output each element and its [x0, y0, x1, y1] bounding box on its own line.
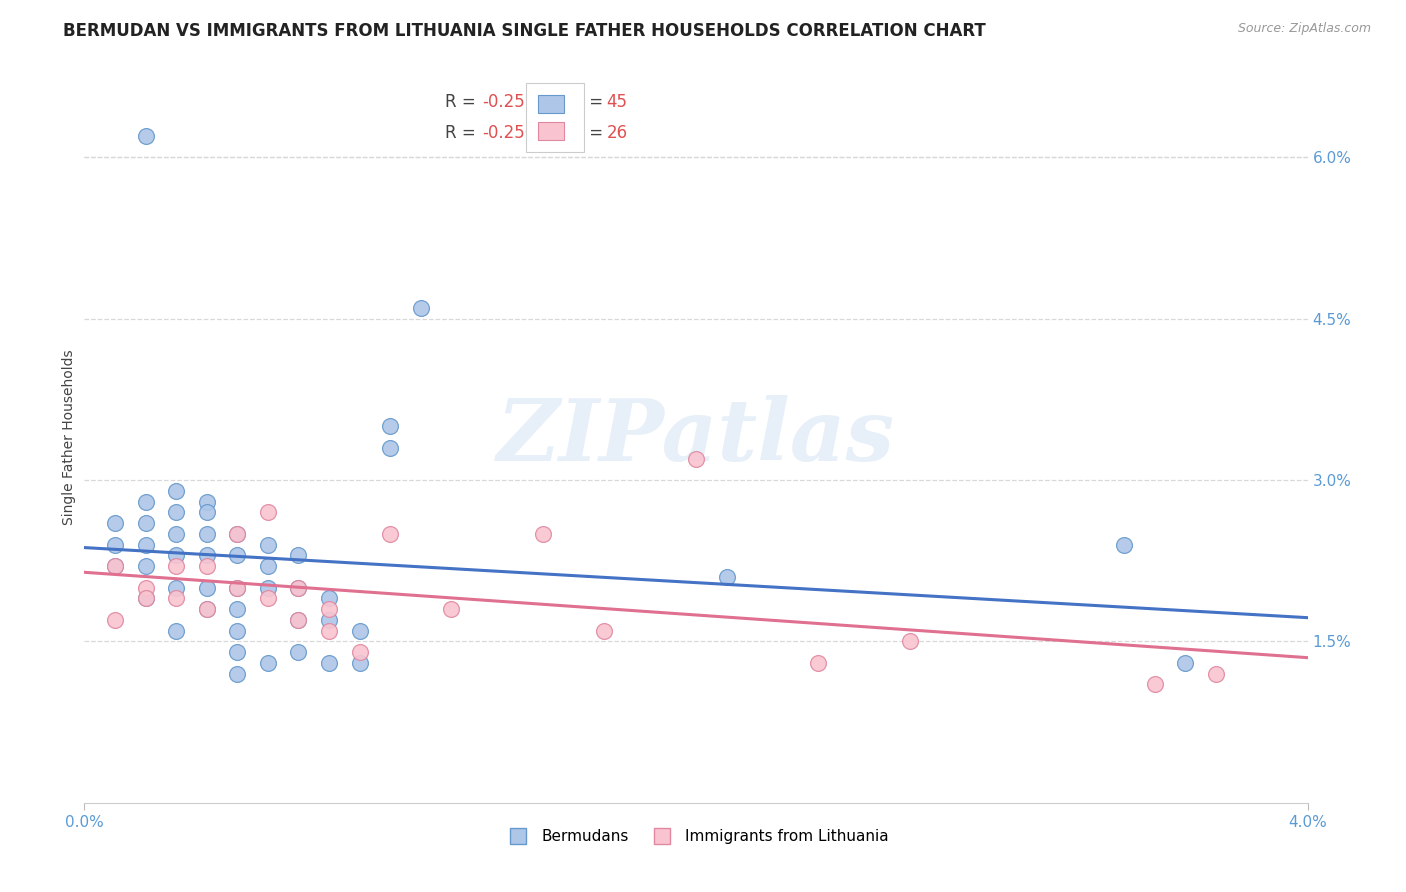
Point — [318, 613, 340, 627]
Point — [380, 527, 402, 541]
Point — [104, 559, 127, 574]
Text: 26: 26 — [606, 124, 628, 142]
Point — [195, 527, 218, 541]
Point — [226, 581, 249, 595]
Point — [165, 483, 187, 498]
Point — [135, 581, 157, 595]
Point — [226, 549, 249, 563]
Point — [226, 602, 249, 616]
Point — [165, 559, 187, 574]
Point — [257, 538, 280, 552]
Text: -0.251: -0.251 — [482, 93, 536, 112]
Point — [104, 613, 127, 627]
Point — [226, 581, 249, 595]
Point — [318, 656, 340, 670]
Point — [257, 656, 280, 670]
Point — [165, 624, 187, 638]
Point — [165, 549, 187, 563]
Text: N =: N = — [561, 93, 609, 112]
Point — [226, 645, 249, 659]
Point — [318, 591, 340, 606]
Point — [195, 494, 218, 508]
Text: -0.256: -0.256 — [482, 124, 536, 142]
Point — [685, 451, 707, 466]
Point — [195, 602, 218, 616]
Point — [257, 591, 280, 606]
Text: Source: ZipAtlas.com: Source: ZipAtlas.com — [1237, 22, 1371, 36]
Point — [287, 581, 309, 595]
Point — [531, 527, 554, 541]
Point — [226, 527, 249, 541]
Text: N =: N = — [561, 124, 609, 142]
Point — [287, 581, 309, 595]
Point — [195, 549, 218, 563]
Point — [104, 538, 127, 552]
Point — [349, 624, 371, 638]
Point — [195, 602, 218, 616]
Point — [287, 549, 309, 563]
Point — [165, 505, 187, 519]
Point — [1205, 666, 1227, 681]
Point — [287, 613, 309, 627]
Y-axis label: Single Father Households: Single Father Households — [62, 350, 76, 524]
Point — [380, 419, 402, 434]
Point — [898, 634, 921, 648]
Point — [349, 645, 371, 659]
Point — [409, 301, 432, 315]
Point — [135, 591, 157, 606]
Text: ZIPatlas: ZIPatlas — [496, 395, 896, 479]
Point — [440, 602, 463, 616]
Point — [165, 581, 187, 595]
Point — [195, 505, 218, 519]
Text: R =: R = — [446, 124, 481, 142]
Point — [104, 559, 127, 574]
Point — [165, 591, 187, 606]
Point — [318, 624, 340, 638]
Point — [195, 559, 218, 574]
Text: BERMUDAN VS IMMIGRANTS FROM LITHUANIA SINGLE FATHER HOUSEHOLDS CORRELATION CHART: BERMUDAN VS IMMIGRANTS FROM LITHUANIA SI… — [63, 22, 986, 40]
Text: 45: 45 — [606, 93, 627, 112]
Point — [226, 624, 249, 638]
Point — [807, 656, 830, 670]
Point — [257, 559, 280, 574]
Point — [165, 527, 187, 541]
Point — [593, 624, 616, 638]
Legend: Bermudans, Immigrants from Lithuania: Bermudans, Immigrants from Lithuania — [496, 822, 896, 850]
Point — [135, 516, 157, 530]
Point — [135, 494, 157, 508]
Point — [1114, 538, 1136, 552]
Text: R =: R = — [446, 93, 481, 112]
Point — [287, 613, 309, 627]
Point — [349, 656, 371, 670]
Point — [257, 581, 280, 595]
Point — [195, 581, 218, 595]
Point — [104, 516, 127, 530]
Point — [1143, 677, 1166, 691]
Point — [135, 591, 157, 606]
Point — [1174, 656, 1197, 670]
Point — [716, 570, 738, 584]
Point — [226, 527, 249, 541]
Point — [226, 666, 249, 681]
Point — [318, 602, 340, 616]
Point — [257, 505, 280, 519]
Point — [380, 441, 402, 455]
Point — [135, 538, 157, 552]
Point — [135, 128, 157, 143]
Point — [287, 645, 309, 659]
Point — [135, 559, 157, 574]
